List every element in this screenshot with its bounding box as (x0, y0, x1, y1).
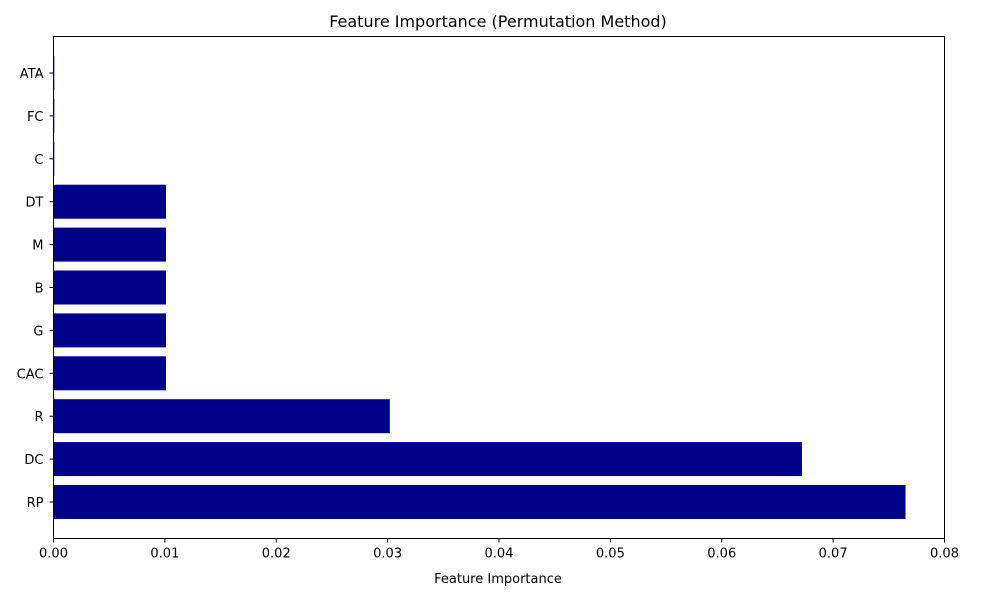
chart-title: Feature Importance (Permutation Method) (329, 12, 667, 31)
y-tick-label-dc: DC (24, 453, 43, 468)
x-tick-label: 0.07 (819, 547, 848, 562)
bars-layer (53, 56, 906, 519)
x-tick-label: 0.01 (150, 547, 179, 562)
y-tick-label-rp: RP (27, 496, 44, 511)
bar-dc (53, 442, 802, 477)
x-tick-label: 0.04 (485, 547, 514, 562)
bar-dt (53, 184, 166, 219)
y-tick-label-fc: FC (27, 110, 44, 125)
bar-b (53, 270, 166, 305)
x-tick-label: 0.03 (373, 547, 402, 562)
x-tick-label: 0.00 (39, 547, 68, 562)
x-tick-label: 0.05 (596, 547, 625, 562)
y-axis-ticks: RP DC R CAC G B M DT C FC ATA (17, 67, 54, 511)
y-tick-label-b: B (35, 282, 44, 297)
y-tick-label-ata: ATA (20, 67, 44, 82)
y-tick-label-r: R (34, 410, 43, 425)
bar-rp (53, 485, 906, 519)
x-tick-label: 0.08 (930, 547, 959, 562)
bar-g (53, 313, 166, 348)
y-tick-label-g: G (33, 324, 43, 339)
x-tick-label: 0.06 (707, 547, 736, 562)
x-tick-label: 0.02 (262, 547, 291, 562)
bar-cac (53, 356, 166, 391)
plot-frame (53, 36, 945, 539)
bar-r (53, 399, 390, 434)
x-axis-ticks: 0.00 0.01 0.02 0.03 0.04 0.05 0.06 0.07 0.08 (39, 538, 959, 562)
y-tick-label-c: C (34, 153, 43, 168)
bar-m (53, 227, 166, 262)
y-tick-label-m: M (32, 239, 43, 254)
y-tick-label-cac: CAC (17, 367, 44, 382)
y-tick-label-dt: DT (26, 196, 44, 211)
x-axis-label: Feature Importance (434, 572, 562, 587)
